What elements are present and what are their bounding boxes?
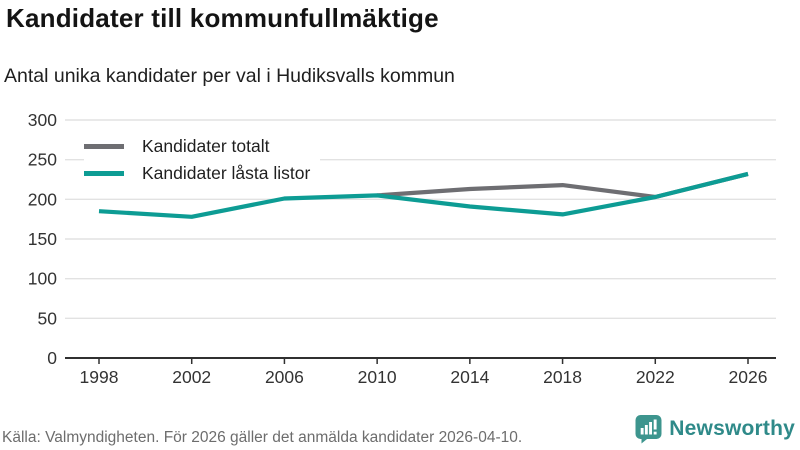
y-tick-label: 250 xyxy=(28,150,57,170)
y-tick-label: 300 xyxy=(28,110,57,130)
newsworthy-logo: Newsworthy xyxy=(634,414,795,444)
x-tick-label: 2026 xyxy=(729,367,768,387)
chart-legend: Kandidater totalt Kandidater låsta listo… xyxy=(84,131,321,189)
y-tick-label: 200 xyxy=(28,189,57,209)
legend-swatch-kandidater-totalt xyxy=(84,144,124,149)
source-note: Källa: Valmyndigheten. För 2026 gäller d… xyxy=(2,429,523,446)
x-tick-label: 2022 xyxy=(636,367,675,387)
y-tick-label: 50 xyxy=(38,308,58,328)
x-tick-label: 2018 xyxy=(543,367,582,387)
legend-item-kandidater-totalt: Kandidater totalt xyxy=(84,133,310,160)
x-tick-label: 2002 xyxy=(172,367,211,387)
y-tick-label: 0 xyxy=(47,348,57,368)
page-title: Kandidater till kommunfullmäktige xyxy=(6,3,439,33)
legend-item-kandidater-lasta-listor: Kandidater låsta listor xyxy=(84,160,310,187)
x-tick-label: 2014 xyxy=(450,367,489,387)
page-subtitle: Antal unika kandidater per val i Hudiksv… xyxy=(4,65,455,87)
x-tick-label: 2010 xyxy=(358,367,397,387)
newsworthy-wordmark: Newsworthy xyxy=(669,417,795,440)
series-line-1 xyxy=(98,171,749,219)
legend-label-kandidater-lasta-listor: Kandidater låsta listor xyxy=(142,163,311,183)
y-tick-label: 150 xyxy=(28,229,57,249)
x-tick-label: 2006 xyxy=(265,367,304,387)
series-line-0 xyxy=(376,171,749,200)
x-tick-label: 1998 xyxy=(80,367,119,387)
y-tick-label: 100 xyxy=(28,269,57,289)
newsworthy-chart-bubble-icon xyxy=(635,415,662,444)
legend-label-kandidater-totalt: Kandidater totalt xyxy=(142,136,270,156)
legend-swatch-kandidater-lasta-listor xyxy=(84,171,124,176)
